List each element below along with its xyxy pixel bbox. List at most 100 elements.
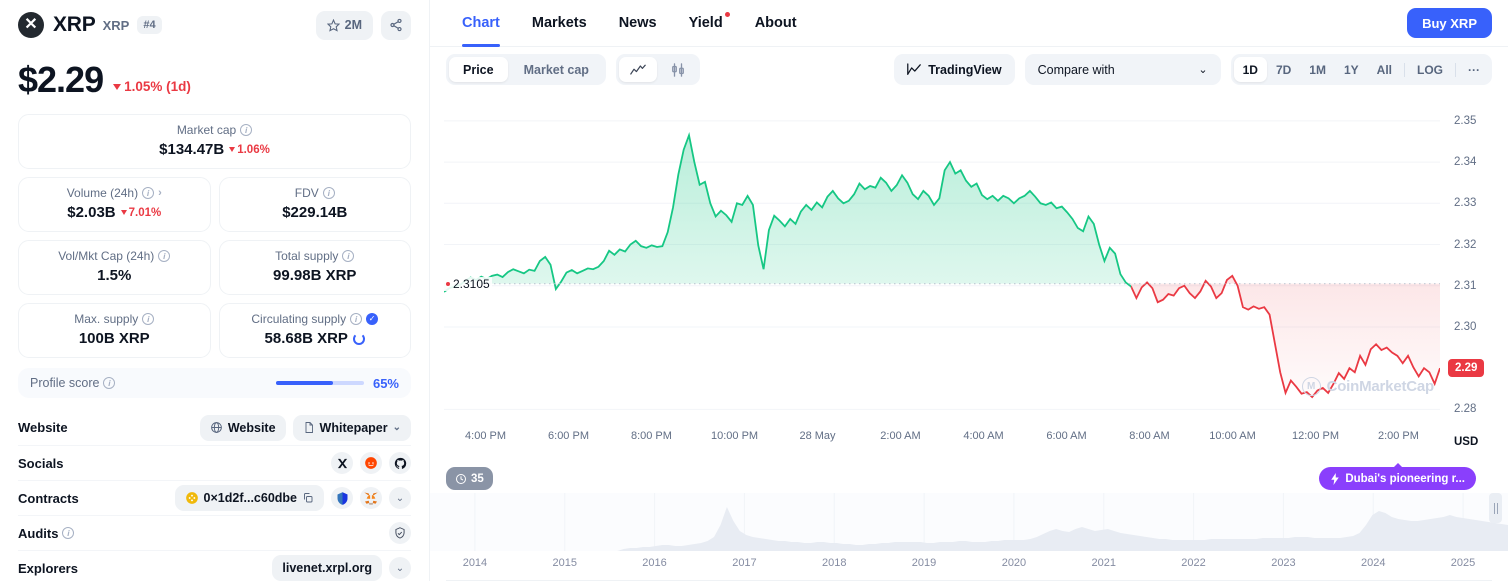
share-button[interactable]	[381, 10, 411, 40]
open-price-dot-icon	[446, 282, 450, 287]
more-options-button[interactable]: ···	[1468, 62, 1480, 77]
range-handle-right[interactable]	[1489, 493, 1502, 523]
github-icon[interactable]	[389, 452, 411, 474]
audit-provider-icon[interactable]	[389, 522, 411, 544]
website-label: Website	[18, 420, 68, 435]
x-tick: 6:00 PM	[548, 430, 589, 442]
range-1m[interactable]: 1M	[1309, 62, 1326, 77]
explorer-chip[interactable]: livenet.xrpl.org	[272, 555, 382, 581]
stat-card-fdv[interactable]: FDV i $229.14B	[218, 177, 411, 232]
stat-label: Volume (24h) i ›	[29, 186, 200, 200]
clock-icon	[456, 473, 466, 484]
stat-card-circulating-supply[interactable]: Circulating supply i ✓ 58.68B XRP	[218, 303, 411, 358]
explorers-expand-chevron-down-icon[interactable]: ⌄	[389, 557, 411, 579]
stat-value-wrap: $2.03B 7.01%	[29, 204, 200, 221]
range-1d[interactable]: 1D	[1233, 57, 1267, 82]
stat-card-total-supply[interactable]: Total supply i 99.98B XRP	[218, 240, 411, 295]
info-icon[interactable]: i	[240, 124, 253, 136]
y-tick: 2.31	[1454, 279, 1477, 292]
metric-option-price[interactable]: Price	[449, 57, 508, 82]
caret-down-icon	[120, 210, 127, 215]
metamask-icon[interactable]	[360, 487, 382, 509]
info-icon[interactable]: i	[142, 313, 155, 325]
contracts-actions: 0×1d2f...c60dbe ⌄	[174, 485, 411, 511]
stat-row-volume-fdv: Volume (24h) i › $2.03B 7.01% FDV	[18, 177, 411, 232]
info-icon[interactable]: i	[62, 527, 75, 539]
buy-xrp-button[interactable]: Buy XRP	[1407, 8, 1492, 38]
watchlist-button[interactable]: 2M	[315, 10, 373, 40]
chart-svg	[444, 120, 1440, 410]
chart-line-down	[1131, 274, 1440, 399]
strip-year-tick: 2016	[642, 557, 667, 569]
currency-label: USD	[1454, 436, 1479, 448]
chart-range-selector[interactable]: 35 Dubai's pioneering r... 2014 2015 2016 2…	[430, 463, 1508, 581]
x-icon[interactable]	[331, 452, 353, 474]
info-icon[interactable]: i	[103, 377, 116, 389]
contracts-expand-chevron-down-icon[interactable]: ⌄	[389, 487, 411, 509]
tab-markets[interactable]: Markets	[516, 0, 603, 47]
strip-year-tick: 2019	[911, 557, 937, 569]
strip-year-tick: 2025	[1450, 557, 1476, 569]
strip-x-axis: 2014 2015 2016 2017 2018 2019 2020 2021 2022 2023…	[430, 557, 1508, 573]
x-tick: 2:00 AM	[880, 430, 921, 442]
explorers-actions: livenet.xrpl.org ⌄	[272, 555, 411, 581]
x-tick: 8:00 AM	[1129, 430, 1170, 442]
time-travel-badge[interactable]: 35	[446, 467, 493, 490]
contract-address-chip[interactable]: 0×1d2f...c60dbe	[174, 485, 324, 511]
stat-card-max-supply[interactable]: Max. supply i 100B XRP	[18, 303, 211, 358]
stat-card-vol-mkt-cap[interactable]: Vol/Mkt Cap (24h) i 1.5%	[18, 240, 211, 295]
contract-address: 0×1d2f...c60dbe	[203, 491, 297, 505]
website-actions: Website Whitepaper ⌄	[199, 414, 411, 441]
rank-badge: #4	[137, 16, 162, 34]
stat-card-volume-24h[interactable]: Volume (24h) i › $2.03B 7.01%	[18, 177, 211, 232]
stat-label: FDV i	[230, 186, 401, 200]
globe-icon	[210, 422, 222, 433]
range-1y[interactable]: 1Y	[1343, 62, 1359, 77]
info-icon[interactable]: i	[142, 187, 155, 199]
info-icon[interactable]: i	[322, 187, 335, 199]
info-icon[interactable]: i	[158, 250, 171, 262]
metric-option-market-cap[interactable]: Market cap	[523, 62, 589, 77]
tab-news[interactable]: News	[603, 0, 673, 47]
new-badge-dot-icon	[724, 11, 730, 17]
reddit-icon[interactable]	[360, 452, 382, 474]
line-chart-icon[interactable]	[618, 57, 657, 82]
price-chart[interactable]: 2.3105 2.35 2.34 2.33 2.32 2.31 2.30 2.28 2.29…	[430, 92, 1508, 452]
whitepaper-button-label: Whitepaper	[319, 420, 388, 435]
copy-icon[interactable]	[302, 492, 314, 504]
log-scale-toggle[interactable]: LOG	[1417, 62, 1443, 77]
range-7d[interactable]: 7D	[1275, 62, 1292, 77]
history-strip[interactable]	[430, 493, 1508, 551]
chart-plot-area[interactable]: 2.3105	[444, 92, 1440, 452]
circulating-supply-label: Circulating supply	[251, 312, 347, 326]
compare-with-dropdown[interactable]: Compare with ⌄	[1024, 54, 1221, 85]
chart-type-toggle-group	[615, 54, 700, 85]
profile-score-card[interactable]: Profile score i 65%	[18, 368, 411, 398]
reddit-glyph	[365, 457, 377, 469]
info-icon[interactable]: i	[350, 313, 363, 325]
stat-card-market-cap[interactable]: Market cap i $134.47B 1.06%	[18, 114, 411, 169]
stats-grid: Market cap i $134.47B 1.06% Volu	[18, 114, 411, 358]
range-all[interactable]: All	[1376, 62, 1392, 77]
progress-ring-icon	[352, 332, 365, 345]
tradingview-icon	[907, 63, 922, 75]
chevron-down-icon[interactable]: ⌄	[392, 422, 401, 433]
candlestick-chart-icon[interactable]	[659, 57, 697, 82]
news-notification-pill[interactable]: Dubai's pioneering r...	[1319, 463, 1476, 490]
chevron-right-icon[interactable]: ›	[158, 187, 162, 199]
tab-yield[interactable]: Yield	[673, 0, 739, 47]
trust-wallet-icon[interactable]	[331, 487, 353, 509]
total-supply-value: 99.98B XRP	[273, 267, 357, 284]
tab-chart[interactable]: Chart	[446, 0, 516, 47]
whitepaper-button[interactable]: Whitepaper ⌄	[292, 414, 411, 441]
info-icon[interactable]: i	[342, 250, 355, 262]
max-supply-label: Max. supply	[74, 312, 139, 326]
metric-toggle-group: Price Market cap	[446, 54, 606, 85]
tradingview-button[interactable]: TradingView	[894, 54, 1015, 85]
website-button[interactable]: Website	[199, 414, 286, 441]
y-tick: 2.32	[1454, 238, 1477, 251]
audits-actions	[389, 522, 411, 544]
stat-label: Max. supply i	[29, 312, 200, 326]
strip-year-tick: 2020	[1001, 557, 1027, 569]
tab-about[interactable]: About	[739, 0, 813, 47]
